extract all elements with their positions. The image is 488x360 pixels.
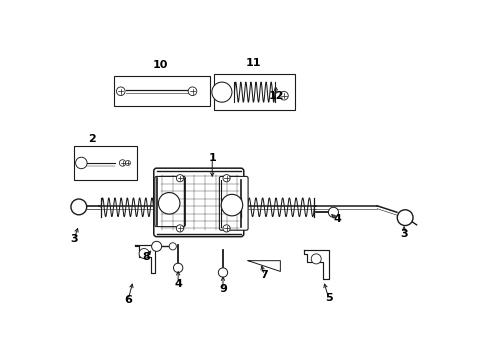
Circle shape — [119, 160, 125, 166]
Circle shape — [176, 225, 183, 232]
Circle shape — [313, 256, 319, 262]
Circle shape — [215, 86, 228, 99]
Circle shape — [310, 254, 321, 264]
Text: 11: 11 — [245, 58, 261, 68]
Circle shape — [78, 160, 84, 166]
Circle shape — [71, 199, 86, 215]
Circle shape — [173, 263, 183, 273]
Circle shape — [116, 87, 125, 95]
Text: 4: 4 — [333, 215, 341, 224]
Polygon shape — [303, 250, 328, 279]
Text: 8: 8 — [142, 252, 149, 262]
Circle shape — [218, 268, 227, 277]
Circle shape — [76, 157, 87, 169]
Circle shape — [223, 175, 230, 182]
Text: 7: 7 — [260, 270, 267, 280]
FancyBboxPatch shape — [219, 176, 247, 230]
Circle shape — [396, 210, 412, 226]
Text: 2: 2 — [88, 134, 96, 144]
Circle shape — [223, 225, 230, 232]
Circle shape — [162, 196, 176, 211]
Bar — [214, 74, 294, 110]
Text: 5: 5 — [325, 293, 332, 303]
Text: 10: 10 — [152, 60, 167, 70]
Text: 4: 4 — [174, 279, 182, 289]
Circle shape — [211, 82, 231, 102]
Bar — [113, 76, 210, 107]
Text: 1: 1 — [208, 153, 216, 163]
Polygon shape — [247, 261, 280, 271]
Circle shape — [141, 251, 147, 256]
Circle shape — [169, 243, 176, 250]
Circle shape — [188, 87, 196, 95]
Circle shape — [153, 243, 159, 249]
Circle shape — [221, 194, 242, 216]
Circle shape — [125, 161, 130, 166]
Circle shape — [151, 241, 162, 251]
FancyBboxPatch shape — [153, 168, 244, 237]
Circle shape — [279, 91, 287, 100]
Circle shape — [139, 248, 149, 258]
Circle shape — [176, 175, 183, 182]
Text: 6: 6 — [124, 295, 132, 305]
Polygon shape — [135, 244, 155, 273]
Circle shape — [74, 202, 83, 212]
Text: 3: 3 — [400, 229, 407, 239]
Text: 12: 12 — [268, 91, 284, 101]
Circle shape — [158, 193, 180, 214]
Circle shape — [224, 198, 239, 212]
Text: 3: 3 — [70, 234, 78, 244]
Bar — [74, 146, 137, 180]
Text: 9: 9 — [219, 284, 226, 294]
Circle shape — [328, 207, 338, 217]
FancyBboxPatch shape — [155, 176, 185, 226]
Circle shape — [220, 270, 225, 275]
Circle shape — [400, 213, 409, 222]
